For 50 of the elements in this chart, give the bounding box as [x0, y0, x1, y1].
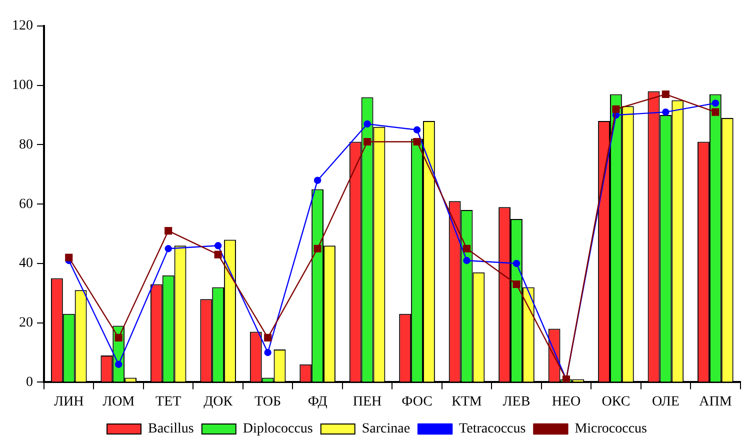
x-tick-label: АПМ: [699, 394, 732, 410]
x-tick-label: КТМ: [452, 394, 482, 410]
point: [612, 105, 620, 113]
x-tick-label: ЛЕВ: [502, 394, 530, 410]
point: [662, 90, 670, 98]
x-tick-label: ТЕТ: [156, 394, 182, 410]
y-tick-label: 80: [19, 137, 33, 152]
x-tick-label: ПЕН: [352, 394, 382, 410]
point: [413, 138, 421, 146]
y-tick-label: 100: [12, 78, 33, 94]
point: [114, 334, 122, 342]
legend-label: Diplococcus: [242, 422, 313, 437]
x-tick-label: ДОК: [204, 394, 234, 410]
point: [164, 245, 172, 252]
y-tick-label: 20: [19, 316, 33, 331]
y-tick-label: 60: [19, 196, 33, 212]
point: [662, 108, 670, 116]
x-tick-label: НЕО: [552, 394, 581, 410]
x-tick-label: ЛИН: [54, 394, 84, 410]
point: [712, 100, 720, 107]
point: [214, 250, 222, 258]
point: [512, 280, 520, 288]
point: [65, 254, 73, 262]
point: [214, 242, 222, 250]
point: [314, 176, 322, 184]
x-tick-label: ЛОМ: [102, 394, 136, 410]
point: [264, 334, 272, 342]
point: [264, 348, 272, 356]
x-tick-label: ОКС: [602, 394, 630, 410]
point: [115, 360, 122, 368]
y-tick-label: 0: [26, 374, 33, 390]
legend-label: Tetracoccus: [459, 422, 526, 437]
legend-label: Sarcinae: [362, 422, 410, 437]
point: [462, 244, 471, 252]
legend-label: Micrococcus: [574, 422, 648, 437]
point: [314, 244, 322, 252]
y-tick-label: 120: [12, 18, 33, 34]
point: [364, 138, 372, 146]
legend-label: Bacillus: [148, 422, 194, 437]
y-tick-label: 40: [19, 256, 33, 272]
x-tick-label: ФД: [308, 394, 328, 410]
point: [712, 108, 720, 116]
point: [463, 256, 470, 264]
point: [364, 120, 371, 128]
point: [164, 227, 172, 235]
point: [512, 260, 520, 268]
x-tick-label: ФОС: [402, 394, 432, 410]
x-tick-label: ОЛЕ: [652, 394, 680, 410]
point: [413, 126, 421, 134]
x-tick-label: ТОБ: [254, 394, 282, 410]
